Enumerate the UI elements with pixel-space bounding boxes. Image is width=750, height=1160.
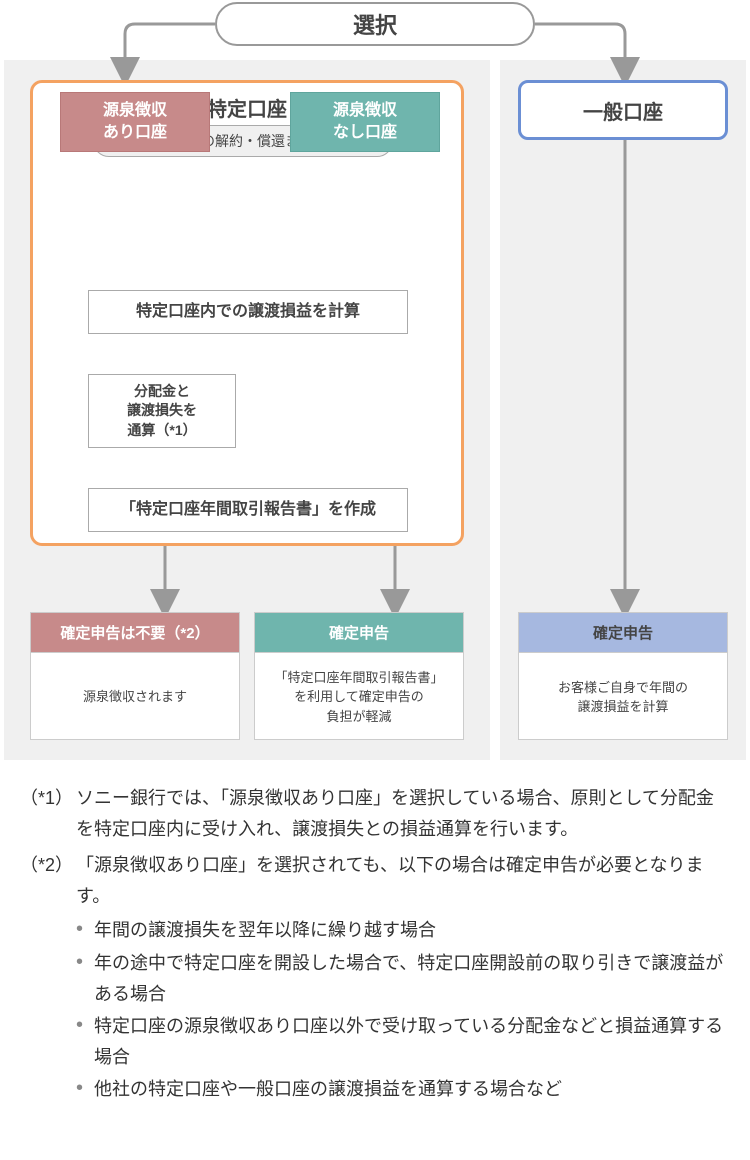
footnote-body: 「源泉徴収あり口座」を選択されても、以下の場合は確定申告が必要となります。 年間… bbox=[76, 850, 730, 1107]
step-calculate-gains: 特定口座内での譲渡損益を計算 bbox=[88, 290, 408, 334]
flow-diagram: 選択 特定口座 その年最初の解約・償還までに選択 一般口座 源泉徴収あり口座 源… bbox=[0, 0, 750, 765]
result-header: 確定申告は不要（*2） bbox=[31, 613, 239, 653]
footnote-2-lead: 「源泉徴収あり口座」を選択されても、以下の場合は確定申告が必要となります。 bbox=[76, 855, 703, 906]
footnotes: （*1） ソニー銀行では、「源泉徴収あり口座」を選択している場合、原則として分配… bbox=[0, 765, 750, 1127]
option-withholding-yes: 源泉徴収あり口座 bbox=[60, 92, 210, 152]
option-withholding-no: 源泉徴収なし口座 bbox=[290, 92, 440, 152]
step-create-report: 「特定口座年間取引報告書」を作成 bbox=[88, 488, 408, 532]
result-filing-eased: 確定申告 「特定口座年間取引報告書」を利用して確定申告の負担が軽減 bbox=[254, 612, 464, 740]
footnote-1: （*1） ソニー銀行では、「源泉徴収あり口座」を選択している場合、原則として分配… bbox=[20, 783, 730, 844]
footnote-label: （*2） bbox=[20, 850, 76, 1107]
footnote-label: （*1） bbox=[20, 783, 76, 844]
footnote-2-item: 特定口座の源泉徴収あり口座以外で受け取っている分配金などと損益通算する場合 bbox=[76, 1011, 730, 1072]
footnote-2: （*2） 「源泉徴収あり口座」を選択されても、以下の場合は確定申告が必要となりま… bbox=[20, 850, 730, 1107]
result-header: 確定申告 bbox=[255, 613, 463, 653]
result-filing-self: 確定申告 お客様ご自身で年間の譲渡損益を計算 bbox=[518, 612, 728, 740]
footnote-body: ソニー銀行では、「源泉徴収あり口座」を選択している場合、原則として分配金を特定口… bbox=[76, 783, 730, 844]
step-sum-dividends: 分配金と譲渡損失を通算（*1） bbox=[88, 374, 236, 448]
result-header: 確定申告 bbox=[519, 613, 727, 653]
choice-pill: 選択 bbox=[215, 2, 535, 46]
footnote-2-item: 年間の譲渡損失を翌年以降に繰り越す場合 bbox=[76, 915, 730, 946]
ippan-account-box: 一般口座 bbox=[518, 80, 728, 140]
result-body: お客様ご自身で年間の譲渡損益を計算 bbox=[519, 653, 727, 741]
result-body: 「特定口座年間取引報告書」を利用して確定申告の負担が軽減 bbox=[255, 653, 463, 741]
result-body: 源泉徴収されます bbox=[31, 653, 239, 741]
footnote-2-item: 年の途中で特定口座を開設した場合で、特定口座開設前の取り引きで譲渡益がある場合 bbox=[76, 948, 730, 1009]
result-no-filing: 確定申告は不要（*2） 源泉徴収されます bbox=[30, 612, 240, 740]
footnote-2-item: 他社の特定口座や一般口座の譲渡損益を通算する場合など bbox=[76, 1074, 730, 1105]
footnote-2-list: 年間の譲渡損失を翌年以降に繰り越す場合年の途中で特定口座を開設した場合で、特定口… bbox=[76, 915, 730, 1105]
